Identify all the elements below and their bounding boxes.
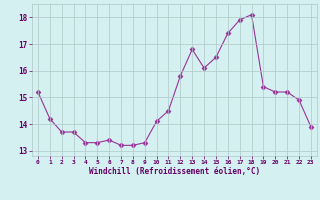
X-axis label: Windchill (Refroidissement éolien,°C): Windchill (Refroidissement éolien,°C) (89, 167, 260, 176)
